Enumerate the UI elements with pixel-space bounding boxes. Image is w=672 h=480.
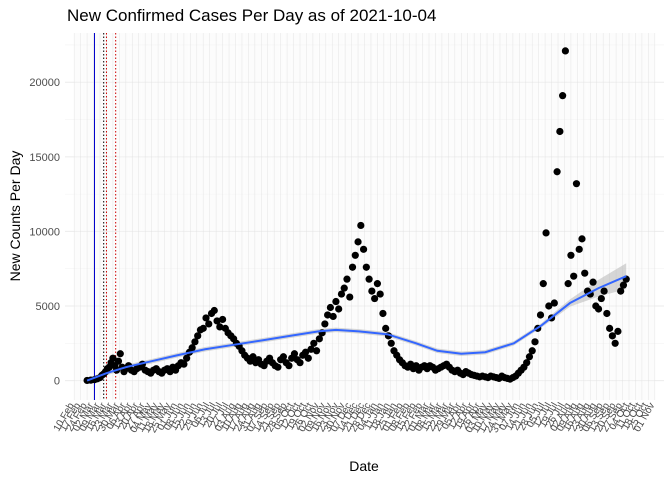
data-point: [304, 354, 312, 362]
data-point: [274, 363, 282, 371]
data-point: [202, 314, 210, 322]
smooth-line: [86, 275, 627, 382]
data-point: [307, 345, 315, 353]
data-point: [301, 348, 310, 356]
y-axis-ticks: 0 5000 10000 15000 20000: [29, 77, 60, 387]
data-point: [332, 297, 340, 306]
data-point: [371, 294, 379, 303]
data-point: [572, 180, 581, 188]
data-point: [329, 312, 337, 321]
x-axis-title: Date: [349, 458, 379, 474]
data-point: [525, 353, 534, 361]
data-point: [606, 324, 614, 332]
data-point: [340, 284, 348, 292]
smooth-trend: [86, 275, 627, 382]
data-point: [296, 359, 304, 367]
data-point: [315, 335, 323, 343]
data-point: [614, 327, 622, 335]
data-point: [581, 269, 589, 277]
data-point: [619, 281, 628, 289]
data-point: [539, 280, 547, 288]
data-point: [216, 323, 224, 331]
data-point: [528, 347, 536, 355]
data-point: [321, 320, 329, 328]
data-point: [348, 263, 357, 271]
y-axis-title: New Counts Per Day: [7, 151, 23, 282]
data-point: [324, 311, 332, 319]
data-point: [351, 251, 359, 259]
data-point: [589, 278, 597, 286]
data-point: [603, 309, 611, 318]
data-point: [570, 272, 578, 280]
data-point: [210, 306, 218, 315]
data-point: [387, 339, 395, 347]
data-point: [365, 275, 373, 283]
data-point: [180, 360, 188, 368]
data-point: [564, 280, 572, 288]
data-point: [575, 245, 583, 253]
data-point: [373, 280, 382, 288]
data-point: [553, 168, 561, 176]
data-point: [578, 235, 586, 243]
data-point: [561, 47, 569, 55]
y-tick-label: 0: [54, 376, 60, 388]
data-point: [194, 332, 202, 340]
chart-title: New Confirmed Cases Per Day as of 2021-1…: [67, 6, 436, 25]
data-point: [116, 350, 124, 358]
data-point: [600, 287, 608, 295]
vertical-reference-lines: [93, 33, 117, 400]
data-point: [379, 309, 387, 318]
data-points: [83, 47, 630, 385]
data-point: [213, 317, 221, 325]
data-point: [335, 305, 343, 313]
data-point: [354, 238, 362, 246]
y-tick-label: 20000: [29, 77, 60, 89]
data-point: [249, 353, 257, 361]
data-point: [310, 339, 318, 347]
data-point: [191, 338, 199, 346]
data-point: [357, 221, 365, 230]
data-point: [199, 324, 207, 332]
data-point: [376, 290, 384, 298]
data-point: [346, 293, 354, 301]
data-point: [550, 299, 558, 307]
data-point: [114, 357, 123, 365]
data-point: [326, 303, 335, 312]
data-point: [556, 127, 564, 136]
data-point: [183, 354, 191, 362]
data-point: [109, 354, 117, 362]
data-point: [205, 320, 213, 328]
y-tick-label: 5000: [36, 301, 60, 313]
data-point: [545, 302, 553, 310]
data-point: [567, 251, 575, 259]
data-point: [382, 324, 390, 332]
data-point: [368, 287, 376, 295]
data-point: [597, 294, 605, 303]
data-point: [362, 263, 370, 271]
data-point: [290, 350, 299, 358]
data-point: [611, 339, 619, 347]
data-point: [542, 229, 550, 237]
data-point: [343, 275, 351, 283]
data-point: [531, 338, 539, 346]
data-point: [337, 290, 346, 298]
data-point: [285, 362, 293, 370]
data-point: [218, 315, 227, 324]
data-point: [359, 245, 368, 253]
data-point: [617, 287, 625, 295]
y-tick-label: 10000: [29, 226, 60, 238]
data-point: [559, 92, 567, 100]
y-tick-label: 15000: [29, 152, 60, 164]
data-point: [594, 305, 603, 313]
data-point: [312, 347, 321, 355]
data-point: [536, 311, 545, 319]
data-point: [608, 332, 616, 340]
data-point: [523, 359, 531, 367]
data-point: [279, 353, 288, 361]
data-point: [188, 344, 196, 352]
